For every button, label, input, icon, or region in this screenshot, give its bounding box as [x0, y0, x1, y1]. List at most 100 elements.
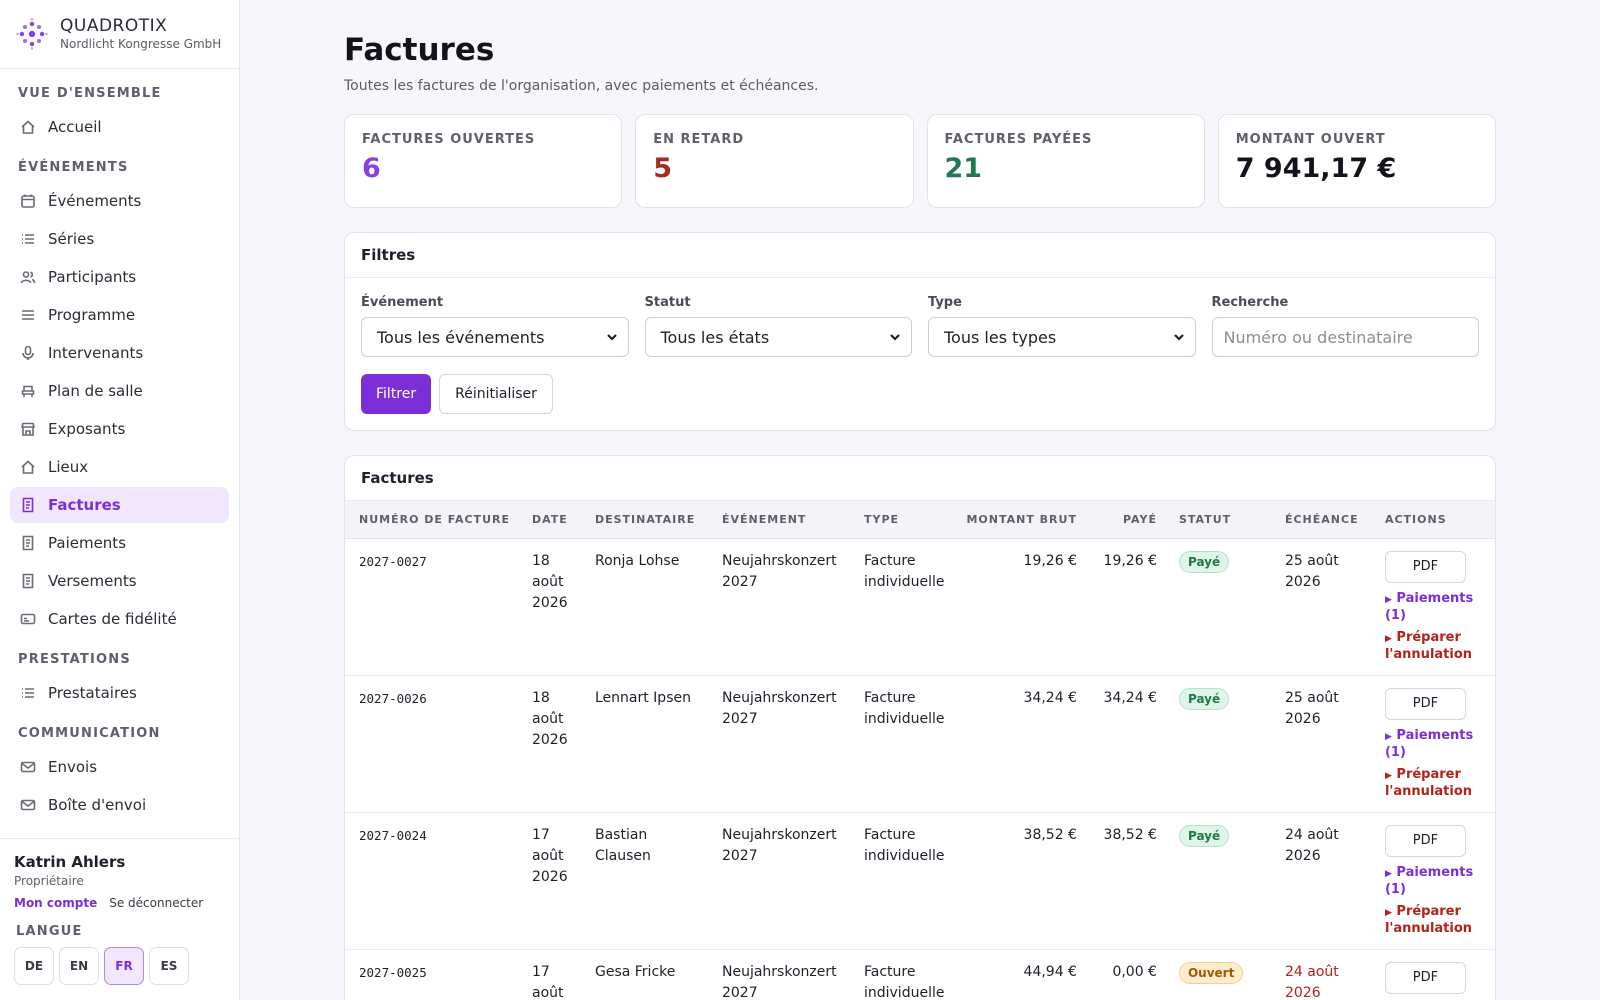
column-header[interactable]: DATE — [517, 501, 581, 539]
lang-de-button[interactable]: DE — [14, 947, 54, 985]
sidebar-item-plan-de-salle[interactable]: Plan de salle — [10, 373, 229, 409]
type-select[interactable]: Tous les types — [928, 317, 1196, 357]
table-row: 2027-0026 18 août 2026 Lennart Ipsen Neu… — [345, 675, 1495, 813]
invoice-number[interactable]: 2027-0025 — [345, 949, 518, 1000]
payments-label: Paiements (1) — [1384, 727, 1474, 760]
sidebar-item-factures[interactable]: Factures — [10, 487, 229, 523]
prepare-cancellation-toggle[interactable]: ▶ Préparer l'annulation — [1385, 904, 1487, 937]
user-name: Katrin Ahlers — [14, 853, 126, 871]
invoice-event: Neujahrskonzert 2027 — [707, 812, 850, 950]
sidebar-item-label: Cartes de fidélité — [48, 610, 177, 628]
invoices-table: NUMÉRO DE FACTURE DATE DESTINATAIRE ÉVÉN… — [345, 501, 1495, 1000]
microphone-icon — [20, 345, 36, 361]
column-header[interactable]: ACTIONS — [1370, 501, 1495, 539]
invoice-type: Facture individuelle — [849, 949, 953, 1000]
invoice-number[interactable]: 2027-0024 — [345, 812, 518, 950]
column-header[interactable]: DESTINATAIRE — [580, 501, 708, 539]
invoice-event: Neujahrskonzert 2027 — [707, 538, 850, 676]
invoice-date: 17 août 2026 — [517, 949, 581, 1000]
status-badge: Payé — [1178, 550, 1230, 573]
invoice-number[interactable]: 2027-0027 — [345, 538, 518, 676]
invoice-recipient: Lennart Ipsen — [580, 675, 708, 813]
column-header[interactable]: NUMÉRO DE FACTURE — [345, 501, 518, 539]
event-filter-label: Événement — [361, 295, 444, 310]
stat-value: 6 — [362, 153, 381, 184]
sidebar-item-programme[interactable]: Programme — [10, 297, 229, 333]
sidebar-item-prestataires[interactable]: Prestataires — [10, 675, 229, 711]
column-header[interactable]: ÉCHÉANCE — [1270, 501, 1371, 539]
sidebar-item-label: Envois — [48, 758, 98, 776]
status-select[interactable]: Tous les états — [644, 317, 912, 357]
receipt-icon — [20, 535, 36, 551]
quadrotix-logo-icon — [16, 18, 48, 50]
invoice-gross: 38,52 € — [952, 812, 1085, 950]
caret-right-icon: ▶ — [1384, 633, 1392, 644]
sidebar-item-versements[interactable]: Versements — [10, 563, 229, 599]
reset-button[interactable]: Réinitialiser — [439, 374, 553, 414]
sidebar-item-series[interactable]: Séries — [10, 221, 229, 257]
caret-right-icon: ▶ — [1384, 907, 1392, 918]
lang-en-button[interactable]: EN — [59, 947, 99, 985]
sidebar-item-intervenants[interactable]: Intervenants — [10, 335, 229, 371]
mail-icon — [20, 797, 36, 813]
lang-fr-button[interactable]: FR — [104, 947, 144, 985]
sidebar-item-paiements[interactable]: Paiements — [10, 525, 229, 561]
lang-es-button[interactable]: ES — [149, 947, 189, 985]
sidebar-item-label: Paiements — [48, 534, 127, 552]
cancel-label: Préparer l'annulation — [1384, 629, 1473, 662]
sidebar-item-envois[interactable]: Envois — [10, 749, 229, 785]
payments-toggle[interactable]: ▶ Paiements (1) — [1385, 728, 1487, 761]
invoice-type: Facture individuelle — [849, 675, 953, 813]
invoice-number[interactable]: 2027-0026 — [345, 675, 518, 813]
home-icon — [20, 119, 36, 135]
payments-label: Paiements (1) — [1384, 864, 1474, 897]
logout-link[interactable]: Se déconnecter — [109, 896, 204, 910]
payments-toggle[interactable]: ▶ Paiements (1) — [1385, 591, 1487, 624]
status-select-value: Tous les états — [660, 327, 770, 347]
invoice-gross: 44,94 € — [952, 949, 1085, 1000]
sidebar-item-boite-envoi[interactable]: Boîte d'envoi — [10, 787, 229, 823]
pdf-button[interactable]: PDF — [1384, 824, 1466, 857]
prepare-cancellation-toggle[interactable]: ▶ Préparer l'annulation — [1385, 767, 1487, 800]
column-header[interactable]: TYPE — [849, 501, 953, 539]
column-header[interactable]: MONTANT BRUT — [952, 501, 1085, 539]
sidebar-item-participants[interactable]: Participants — [10, 259, 229, 295]
sidebar-item-evenements[interactable]: Événements — [10, 183, 229, 219]
column-header[interactable]: STATUT — [1164, 501, 1271, 539]
my-account-link[interactable]: Mon compte — [14, 896, 98, 910]
home-icon — [20, 459, 36, 475]
sidebar-item-label: Factures — [48, 496, 121, 514]
search-input[interactable]: Numéro ou destinataire — [1211, 317, 1479, 357]
sidebar-item-lieux[interactable]: Lieux — [10, 449, 229, 485]
event-select[interactable]: Tous les événements — [361, 317, 629, 357]
prepare-cancellation-toggle[interactable]: ▶ Préparer l'annulation — [1385, 630, 1487, 663]
sidebar-item-label: Prestataires — [48, 684, 137, 702]
brand[interactable]: QUADROTIX Nordlicht Kongresse GmbH — [0, 0, 239, 69]
table-row: 2027-0025 17 août 2026 Gesa Fricke Neuja… — [345, 949, 1495, 1000]
stat-value: 5 — [653, 153, 673, 184]
pdf-button[interactable]: PDF — [1384, 961, 1466, 994]
receipt-icon — [20, 573, 36, 589]
sidebar-item-label: Plan de salle — [48, 382, 143, 400]
users-icon — [20, 269, 36, 285]
caret-right-icon: ▶ — [1384, 731, 1392, 742]
sidebar-item-exposants[interactable]: Exposants — [10, 411, 229, 447]
stat-label: MONTANT OUVERT — [1235, 132, 1386, 147]
search-filter-label: Recherche — [1211, 295, 1289, 310]
sidebar-item-label: Intervenants — [48, 344, 144, 362]
sidebar-item-cartes-fidelite[interactable]: Cartes de fidélité — [10, 601, 229, 637]
sidebar-item-label: Programme — [48, 306, 136, 324]
invoice-paid: 19,26 € — [1084, 538, 1165, 676]
column-header[interactable]: ÉVÉNEMENT — [707, 501, 850, 539]
table-row: 2027-0024 17 août 2026 Bastian Clausen N… — [345, 812, 1495, 950]
chevron-down-icon — [1173, 328, 1185, 347]
sidebar-item-accueil[interactable]: Accueil — [10, 109, 229, 145]
invoices-title: Factures — [345, 456, 1495, 501]
invoice-gross: 19,26 € — [952, 538, 1085, 676]
invoice-type: Facture individuelle — [849, 538, 953, 676]
pdf-button[interactable]: PDF — [1384, 687, 1466, 720]
payments-toggle[interactable]: ▶ Paiements (1) — [1385, 865, 1487, 898]
filter-button[interactable]: Filtrer — [361, 374, 432, 414]
column-header[interactable]: PAYÉ — [1084, 501, 1165, 539]
pdf-button[interactable]: PDF — [1384, 550, 1466, 583]
